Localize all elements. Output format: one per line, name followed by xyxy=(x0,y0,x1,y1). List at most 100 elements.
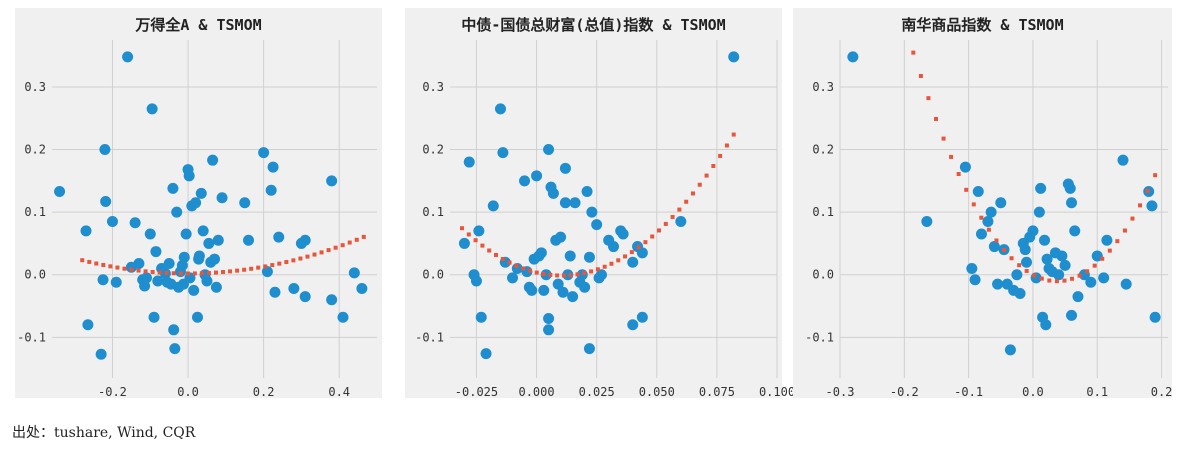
fit-marker xyxy=(242,267,247,272)
fit-marker xyxy=(677,207,682,212)
fit-marker xyxy=(561,273,566,278)
fit-marker xyxy=(277,261,282,266)
scatter-point xyxy=(261,266,273,278)
fit-marker xyxy=(500,257,505,262)
scatter-point xyxy=(1040,319,1052,331)
x-tick-label: 0.0 xyxy=(177,385,199,399)
scatter-point xyxy=(487,200,499,212)
fit-marker xyxy=(1009,256,1014,261)
scatter-point xyxy=(557,286,569,298)
fit-marker xyxy=(1138,203,1143,208)
scatter-point xyxy=(183,170,195,182)
scatter-point xyxy=(494,103,506,115)
x-tick-label: 0.4 xyxy=(328,385,350,399)
scatter-point xyxy=(299,291,311,303)
fit-marker xyxy=(305,254,310,259)
x-tick-label: 0.025 xyxy=(579,385,615,399)
scatter-point xyxy=(1053,269,1065,281)
x-tick-label: -0.1 xyxy=(954,385,983,399)
scatter-point xyxy=(148,311,160,323)
scatter-point xyxy=(1004,344,1016,356)
scatter-point xyxy=(470,275,482,287)
scatter-point xyxy=(1098,272,1110,284)
scatter-point xyxy=(326,175,338,187)
fit-marker xyxy=(94,261,99,266)
scatter-point xyxy=(356,282,368,294)
fit-marker xyxy=(1032,273,1037,278)
fit-marker xyxy=(80,258,85,263)
scatter-point xyxy=(243,234,255,246)
chart-title: 南华商品指数 & TSMOM xyxy=(901,16,1063,34)
x-tick-label: 0.2 xyxy=(253,385,275,399)
scatter-point xyxy=(203,237,215,249)
scatter-point xyxy=(1033,206,1045,218)
fit-marker xyxy=(1024,268,1029,273)
scatter-point xyxy=(1019,244,1031,256)
fit-marker xyxy=(602,264,607,269)
scatter-point xyxy=(463,156,475,168)
fit-marker xyxy=(284,260,289,265)
scatter-point xyxy=(1041,253,1053,265)
scatter-point xyxy=(995,197,1007,209)
fit-marker xyxy=(143,269,148,274)
scatter-point xyxy=(547,187,559,199)
scatter-point xyxy=(265,184,277,196)
scatter-point xyxy=(1014,288,1026,299)
chart-panel-2: -0.025 0.000 0.025 0.050 0.075 0.100 -0.1 0.0 0.… xyxy=(405,8,795,399)
scatter-point xyxy=(144,228,156,240)
scatter-point xyxy=(167,182,179,194)
scatter-point xyxy=(1021,256,1033,268)
scatter-point xyxy=(497,147,509,159)
fit-marker xyxy=(507,260,512,265)
fit-marker xyxy=(555,273,560,278)
fit-marker xyxy=(534,270,539,275)
fit-marker xyxy=(122,266,127,271)
scatter-point xyxy=(110,276,122,288)
scatter-point xyxy=(921,216,933,228)
fit-marker xyxy=(1017,263,1022,268)
scatter-point xyxy=(595,269,607,281)
scatter-point xyxy=(543,324,555,336)
fit-marker xyxy=(918,73,923,78)
scatter-point xyxy=(608,241,619,253)
scatter-point xyxy=(627,256,639,268)
scatter-point xyxy=(178,251,190,263)
scatter-point xyxy=(526,284,538,296)
fit-marker xyxy=(643,240,648,245)
scatter-point xyxy=(216,192,228,204)
scatter-point xyxy=(99,144,111,156)
fit-marker xyxy=(256,265,261,270)
fit-marker xyxy=(466,232,471,237)
fit-marker xyxy=(493,252,498,257)
y-tick-label: 0.3 xyxy=(812,80,834,94)
scatter-point xyxy=(210,281,222,293)
fit-marker xyxy=(548,272,553,277)
scatter-point xyxy=(1066,309,1078,321)
scatter-point xyxy=(1101,234,1113,246)
scatter-point xyxy=(326,294,338,306)
fit-marker xyxy=(971,202,976,207)
scatter-point xyxy=(106,216,118,228)
fit-marker xyxy=(994,238,999,243)
scatter-point xyxy=(559,197,571,209)
scatter-point xyxy=(258,147,270,159)
fit-marker xyxy=(663,221,668,226)
fit-marker xyxy=(249,266,254,271)
fit-marker xyxy=(1070,276,1075,281)
scatter-point xyxy=(567,291,579,303)
chart-panel-1: -0.2 0.0 0.2 0.4 -0.1 0.0 0.1 0.2 0.3 万得全A & TSMO… xyxy=(15,8,382,399)
scatter-point xyxy=(728,51,740,63)
fit-marker xyxy=(589,269,594,274)
scatter-point xyxy=(209,253,220,265)
scatter-point xyxy=(122,51,134,63)
x-tick-label: 0.000 xyxy=(518,385,554,399)
fit-marker xyxy=(568,273,573,278)
fit-marker xyxy=(129,267,134,272)
scatter-point xyxy=(627,319,639,331)
scatter-point xyxy=(480,348,492,360)
scatter-point xyxy=(1027,225,1039,237)
fit-marker xyxy=(460,226,465,231)
scatter-point xyxy=(1069,225,1081,237)
fit-marker xyxy=(354,237,359,242)
fit-marker xyxy=(933,116,938,121)
